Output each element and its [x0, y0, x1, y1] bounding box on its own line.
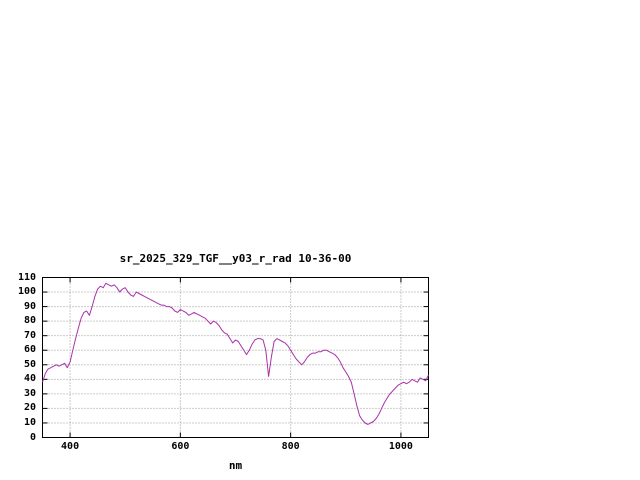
y-tick-label: 110 [17, 271, 36, 283]
chart-title: sr_2025_329_TGF__y03_r_rad 10-36-00 [119, 252, 352, 265]
x-tick-label: 400 [61, 440, 80, 452]
y-tick-label: 50 [23, 358, 36, 370]
x-tick-label: 1000 [388, 440, 413, 452]
x-tick-label: 600 [171, 440, 190, 452]
y-tick-label: 90 [23, 300, 36, 312]
data-line [42, 282, 429, 425]
x-axis-label: nm [228, 459, 243, 472]
y-tick-label: 60 [23, 344, 36, 356]
y-tick-label: 100 [17, 286, 36, 298]
plot-border [42, 277, 429, 438]
x-tick-label: 800 [281, 440, 300, 452]
y-tick-label: 0 [29, 431, 36, 443]
y-tick-label: 10 [23, 416, 36, 428]
y-tick-label: 20 [23, 402, 36, 414]
y-tick-label: 70 [23, 329, 36, 341]
y-tick-label: 30 [23, 387, 36, 399]
y-tick-label: 40 [23, 373, 36, 385]
y-tick-label: 80 [23, 315, 36, 327]
